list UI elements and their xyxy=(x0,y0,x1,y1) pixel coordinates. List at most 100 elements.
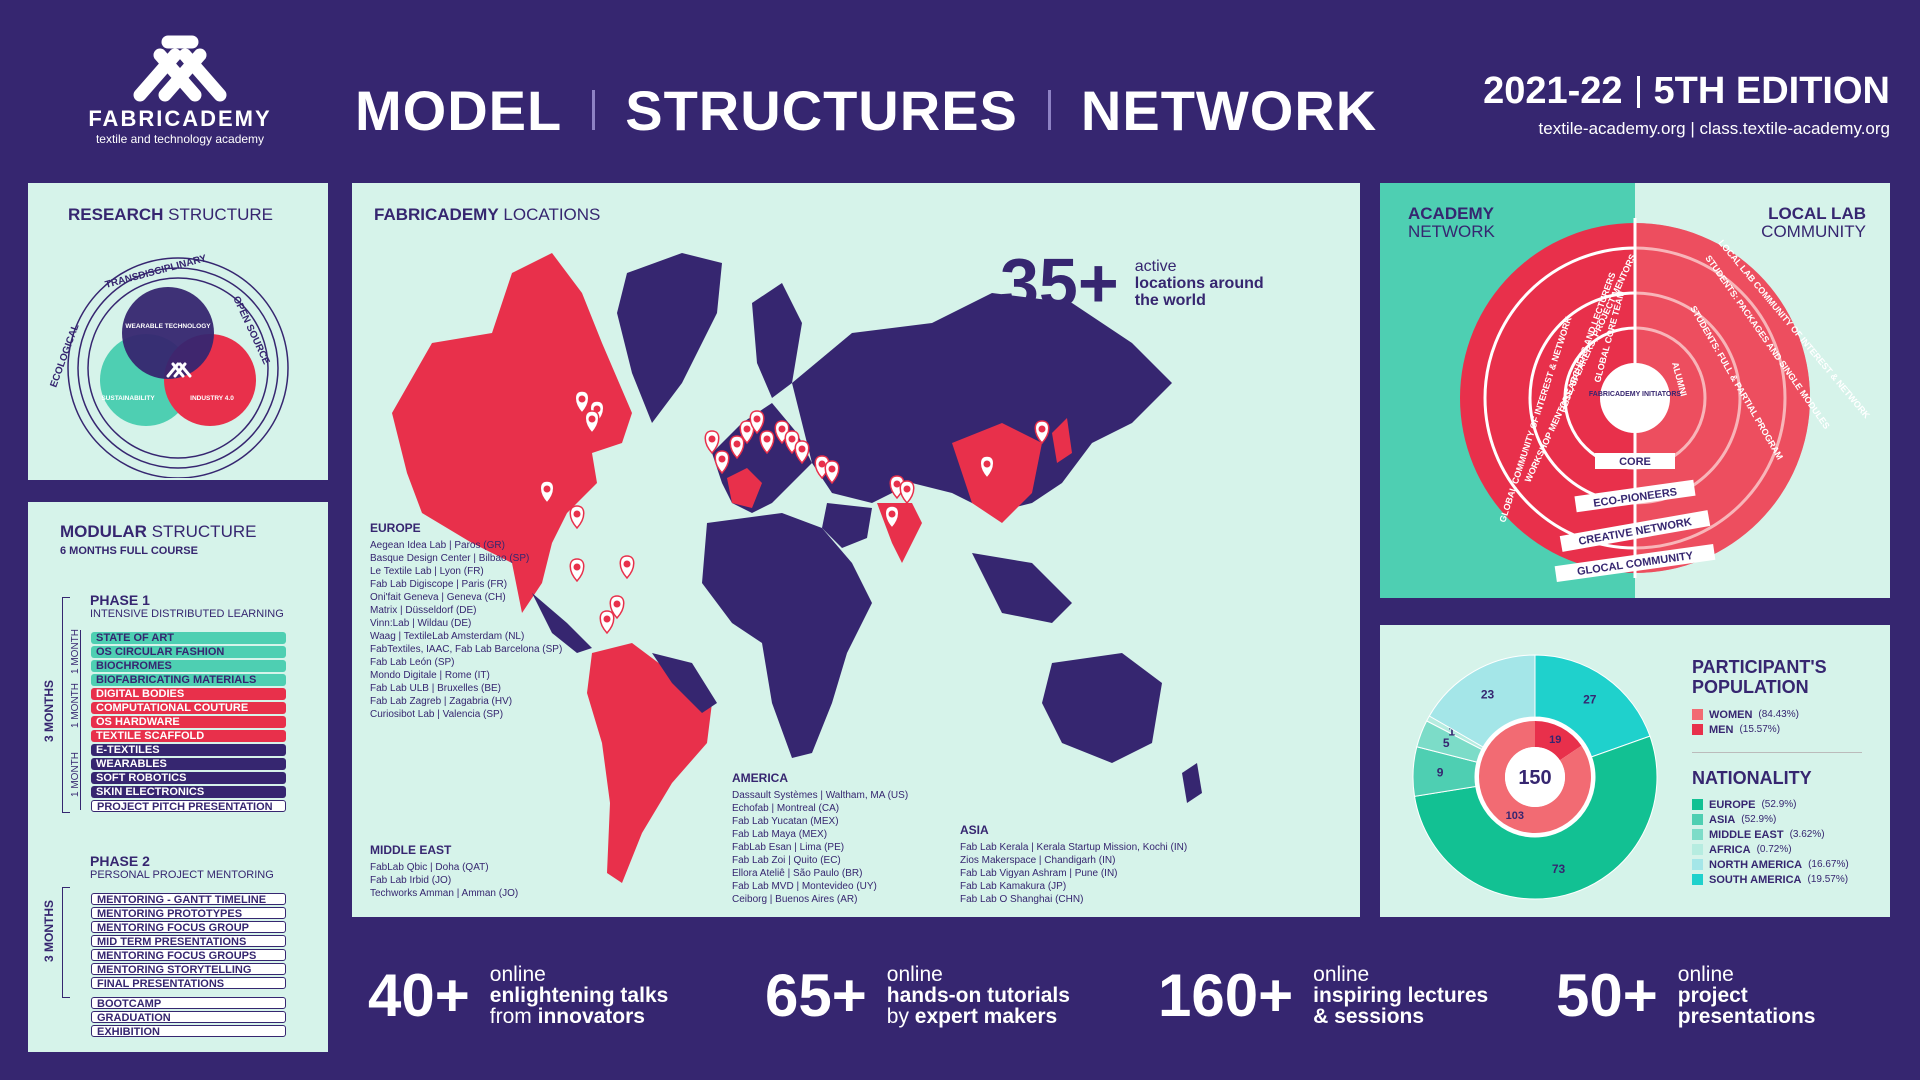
legend-item: AFRICA (0.72%) xyxy=(1692,842,1849,857)
legend-label: EUROPE xyxy=(1709,798,1756,811)
population-title: PARTICIPANT'S POPULATION xyxy=(1692,657,1827,697)
count-text: locations around xyxy=(1134,274,1264,292)
title-part: NETWORK xyxy=(1080,78,1378,142)
map-pin-icon xyxy=(599,610,615,635)
legend-swatch xyxy=(1692,709,1703,720)
legend-label: MIDDLE EAST xyxy=(1709,828,1784,841)
research-title: RESEARCH STRUCTURE xyxy=(68,205,273,224)
module-item: MENTORING FOCUS GROUPS xyxy=(91,949,286,961)
location-item: Fab Lab Kamakura (JP) xyxy=(960,881,1067,892)
legend-pct: (16.67%) xyxy=(1808,859,1849,870)
population-donut-chart: 27 73 9 51 23 19 103 150 xyxy=(1412,654,1658,900)
legend-pct: (52.9%) xyxy=(1741,814,1777,825)
donut-value-label: 1 xyxy=(1448,724,1455,738)
location-item: FabLab Esan | Lima (PE) xyxy=(732,842,845,853)
glocal-label-bg xyxy=(1554,543,1716,583)
legend-swatch xyxy=(1692,844,1703,855)
month-bracket xyxy=(80,630,81,810)
legend-label: NORTH AMERICA xyxy=(1709,858,1803,871)
legend-pct: (0.72%) xyxy=(1756,844,1792,855)
month-label: 1 MONTH xyxy=(70,683,81,728)
europe-list: EUROPE Aegean Idea Lab | Paros (GR) Basqu… xyxy=(370,521,562,721)
middle-east-shape xyxy=(822,503,872,548)
europe-heading: EUROPE xyxy=(370,521,421,535)
donut-value-label: 5 xyxy=(1443,736,1450,750)
location-item: Oni'fait Geneva | Geneva (CH) xyxy=(370,592,506,603)
legend-item: MEN (15.57%) xyxy=(1692,722,1799,737)
stat-line: hands-on tutorials xyxy=(886,983,1070,1007)
phase2-title: PHASE 2 xyxy=(90,853,150,869)
africa-shape xyxy=(702,513,872,758)
japan-shape xyxy=(1052,418,1072,463)
stat-item: 50+ online project presentations xyxy=(1556,955,1815,1035)
map-pin-icon xyxy=(1034,420,1050,445)
middle-ring xyxy=(77,267,279,469)
module-item: MENTORING FOCUS GROUP xyxy=(91,921,286,933)
asia-shape xyxy=(792,293,1172,513)
title-part: STRUCTURES xyxy=(625,78,1018,142)
logo-tagline: textile and technology academy xyxy=(95,132,265,146)
month-label: 1 MONTH xyxy=(70,629,81,674)
map-pin-icon xyxy=(739,420,755,445)
stat-line: project xyxy=(1677,983,1748,1007)
module-item: PROJECT PITCH PRESENTATION xyxy=(91,800,286,812)
middle-east-heading: MIDDLE EAST xyxy=(370,843,452,857)
location-item: Fab Lab León (SP) xyxy=(370,657,455,668)
location-pins xyxy=(539,390,1050,635)
module-item: EXHIBITION xyxy=(91,1025,286,1037)
core-label-bg xyxy=(1595,453,1675,469)
title-divider xyxy=(1047,90,1051,130)
north-america-shape xyxy=(392,253,632,613)
ring-name: CORE xyxy=(1619,456,1651,468)
modular-subtitle: 6 MONTHS FULL COURSE xyxy=(60,545,198,557)
stat-number: 65+ xyxy=(765,961,867,1029)
location-item: Fab Lab Digiscope | Paris (FR) xyxy=(370,579,508,590)
legend-pct: (52.9%) xyxy=(1761,799,1797,810)
location-item: FabTextiles, IAAC, Fab Lab Barcelona (SP… xyxy=(370,644,563,655)
legend-pct: (84.43%) xyxy=(1758,709,1799,720)
gender-legend: WOMEN (84.43%) MEN (15.57%) xyxy=(1692,707,1799,737)
phase1-subtitle: INTENSIVE DISTRIBUTED LEARNING xyxy=(90,608,284,620)
modular-structure-panel: MODULAR STRUCTURE 6 MONTHS FULL COURSE P… xyxy=(28,502,328,1052)
donut-value-label: 9 xyxy=(1437,766,1444,780)
location-item: Le Textile Lab | Lyon (FR) xyxy=(370,566,484,577)
center-circle xyxy=(1600,363,1670,433)
location-item: Mondo Digitale | Rome (IT) xyxy=(370,670,490,681)
location-item: Fab Lab O Shanghai (CHN) xyxy=(960,894,1084,905)
phase2-duration: 3 MONTHS xyxy=(42,899,56,962)
phase1-bracket xyxy=(62,597,63,812)
stat-item: 160+ online inspiring lectures & sessions xyxy=(1158,955,1488,1035)
page-title: MODEL STRUCTURES NETWORK xyxy=(355,70,1385,150)
greenland-shape xyxy=(617,253,722,423)
stat-line: online xyxy=(489,962,546,986)
module-item: OS HARDWARE xyxy=(91,716,286,728)
western-europe-shape xyxy=(727,468,762,508)
eco-label-bg xyxy=(1574,479,1696,513)
outer-ring xyxy=(67,257,289,478)
network-right-title: LOCAL LAB COMMUNITY xyxy=(1761,204,1866,241)
location-item: Waag | TextileLab Amsterdam (NL) xyxy=(370,631,525,642)
edition-divider xyxy=(1636,75,1640,108)
count-text: active xyxy=(1134,257,1177,275)
module-item: BIOFABRICATING MATERIALS xyxy=(91,674,286,686)
legend-divider xyxy=(1692,752,1862,753)
legend-swatch xyxy=(1692,814,1703,825)
map-pin-icon xyxy=(584,410,600,435)
creative-label-bg xyxy=(1559,510,1711,552)
modular-title: MODULAR STRUCTURE xyxy=(60,522,257,541)
edition-year: 2021-22 xyxy=(1483,70,1623,112)
stat-line: inspiring lectures xyxy=(1313,983,1489,1007)
map-pin-icon xyxy=(714,450,730,475)
map-pin-icon xyxy=(729,435,745,460)
stat-line: online xyxy=(1313,962,1370,986)
map-pin-icon xyxy=(569,558,585,583)
ring-label: TRANSDISCIPLINARY xyxy=(104,253,208,291)
map-pin-icon xyxy=(569,505,585,530)
legend-swatch xyxy=(1692,874,1703,885)
donut-value-label: 23 xyxy=(1481,688,1495,702)
australia-shape xyxy=(1042,653,1162,763)
legend-item: EUROPE (52.9%) xyxy=(1692,797,1849,812)
location-item: Curiosibot Lab | Valencia (SP) xyxy=(370,709,504,720)
america-heading: AMERICA xyxy=(732,771,788,785)
gender-slice-men xyxy=(1535,721,1582,761)
